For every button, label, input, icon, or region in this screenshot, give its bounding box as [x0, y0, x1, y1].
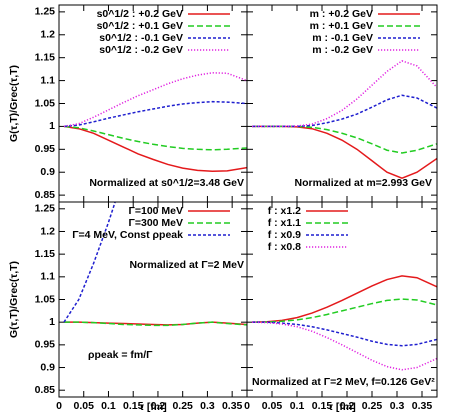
x-tick-label: 0.2 [151, 400, 166, 412]
data-line [251, 275, 437, 323]
x-tick-label: 0.15 [312, 400, 333, 412]
legend-label: m : +0.1 GeV [310, 20, 373, 32]
legend-label: Γ=4 MeV, Const ρpeak [72, 229, 183, 241]
annotation: Normalized at s0^1/2=3.48 GeV [89, 177, 244, 189]
legend-label: f : x1.2 [268, 205, 301, 217]
legend-label: f : x0.8 [268, 241, 301, 253]
annotation: Normalized at Γ=2 MeV, f=0.126 GeV² [252, 376, 435, 388]
annotation: Normalized at m=2.993 GeV [295, 177, 432, 189]
y-tick-label: 1.1 [40, 74, 55, 86]
annotation: Normalized at Γ=2 MeV [129, 259, 244, 271]
y-tick-label: 1.1 [40, 271, 55, 283]
legend-label: Γ=100 MeV [129, 205, 183, 217]
y-axis-label: G(τ,T)/Grec(τ,T) [8, 261, 20, 338]
x-tick-label: 0.35 [222, 400, 243, 412]
y-tick-label: 1.2 [40, 29, 55, 41]
y-tick-label: 1.25 [35, 6, 56, 18]
data-line [63, 100, 247, 128]
y-tick-label: 1 [49, 120, 55, 132]
data-line [252, 125, 437, 154]
legend-label: m : +0.2 GeV [310, 8, 373, 20]
legend-label: s0^1/2 : -0.2 GeV [99, 44, 183, 56]
axes-frame [246, 201, 438, 398]
data-line [63, 202, 116, 323]
y-tick-label: 0.95 [35, 339, 56, 351]
x-tick-label: 0.25 [172, 400, 193, 412]
y-tick-label: 1 [49, 316, 55, 328]
x-tick-label: 0.25 [362, 400, 383, 412]
y-tick-label: 1.05 [35, 97, 56, 109]
x-tick-label: 0.05 [262, 400, 283, 412]
y-tick-label: 1.25 [35, 203, 56, 215]
y-tick-label: 1.2 [40, 225, 55, 237]
data-line [63, 125, 247, 151]
y-tick-label: 0.95 [35, 143, 56, 155]
x-tick-label: 0.1 [290, 400, 305, 412]
x-tick-label: 0.3 [200, 400, 215, 412]
data-line [252, 298, 437, 323]
y-axis-label: G(τ,T)/Grec(τ,T) [8, 65, 20, 142]
x-tick-label: 0.35 [412, 400, 433, 412]
legend-label: m : -0.1 GeV [312, 32, 373, 44]
legend-label: s0^1/2 : +0.2 GeV [97, 8, 183, 20]
data-line [63, 321, 247, 327]
x-tick-label: 0.2 [340, 400, 355, 412]
legend-label: f : x1.1 [268, 217, 301, 229]
x-tick-label: 0 [56, 400, 62, 412]
data-line [63, 125, 247, 173]
y-tick-label: 1.15 [35, 51, 56, 63]
x-tick-label: 0.3 [390, 400, 405, 412]
legend-label: f : x0.9 [268, 229, 301, 241]
y-tick-label: 0.9 [40, 361, 55, 373]
legend-label: Γ=300 MeV [129, 217, 183, 229]
annotation: ρpeak = fm/Γ [88, 349, 153, 361]
y-tick-label: 0.85 [35, 384, 56, 396]
x-tick-label: 0.05 [74, 400, 95, 412]
y-tick-label: 1.05 [35, 293, 56, 305]
legend-label: s0^1/2 : +0.1 GeV [97, 20, 183, 32]
data-line [251, 321, 437, 371]
legend-label: m : -0.2 GeV [312, 44, 373, 56]
legend-label: s0^1/2 : -0.1 GeV [99, 32, 183, 44]
x-axis-label: τ [fm] [328, 401, 355, 413]
x-axis-label: τ [fm] [139, 401, 166, 413]
data-line [252, 60, 437, 128]
y-tick-label: 0.9 [40, 166, 55, 178]
y-tick-label: 1.15 [35, 248, 56, 260]
x-tick-label: 0 [244, 400, 250, 412]
data-line [252, 94, 437, 128]
data-line [252, 321, 437, 347]
data-line [63, 72, 247, 128]
x-tick-label: 0.15 [123, 400, 144, 412]
y-tick-label: 0.85 [35, 189, 56, 201]
x-tick-label: 0.1 [101, 400, 116, 412]
